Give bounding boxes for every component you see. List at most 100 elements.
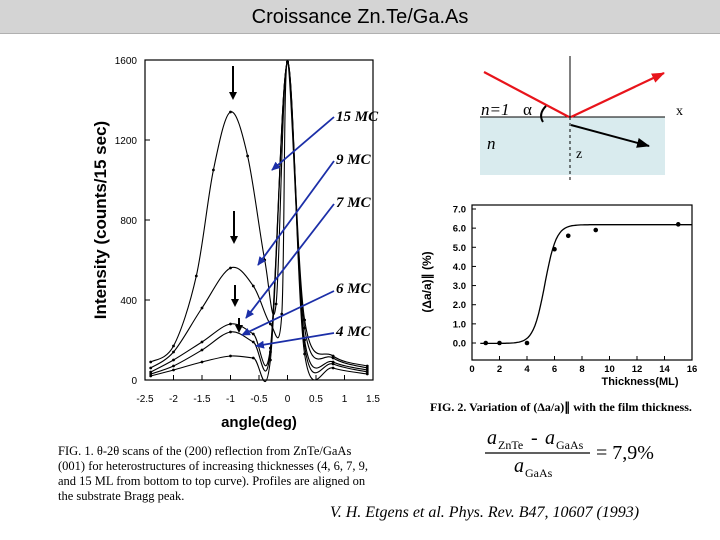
fig1-data-point — [229, 330, 232, 334]
formula-a-gaas-top: a — [545, 427, 555, 449]
fig2-x-tick-label: 4 — [524, 364, 530, 375]
formula-a-znte: a — [487, 427, 497, 449]
fig1-data-point — [229, 354, 232, 358]
fig1-x-tick-label: -0.5 — [250, 394, 268, 405]
fig1-x-tick-label: -1 — [226, 394, 235, 405]
label-alpha: α — [523, 100, 532, 119]
fig1-x-tick-label: -2 — [169, 394, 178, 405]
fig1-data-point — [303, 344, 306, 348]
fig2-y-tick-label: 6.0 — [453, 224, 466, 235]
fig2-y-tick-label: 1.0 — [453, 319, 466, 330]
fig1-data-point — [229, 322, 232, 326]
fig2-x-tick-label: 6 — [552, 364, 557, 375]
fig1-data-point — [149, 372, 153, 376]
fig1-data-point — [149, 366, 153, 370]
fig1-data-point — [331, 354, 335, 358]
fig1-caption-line: the substrate Bragg peak. — [58, 489, 185, 503]
fig2-data-point — [497, 340, 502, 346]
peak-marker-head-2 — [230, 236, 238, 244]
peak-marker-head-3 — [231, 299, 239, 307]
film-layer — [480, 117, 665, 175]
fig2-x-axis-label: Thickness(ML) — [601, 376, 678, 388]
fig2-x-tick-label: 16 — [687, 364, 698, 375]
slide-title: Croissance Zn.Te/Ga.As — [251, 6, 469, 28]
fig1-data-point — [303, 318, 306, 322]
fig1-caption: FIG. 1. θ-2θ scans of the (200) reflecti… — [58, 444, 430, 504]
fig1-data-point — [365, 372, 369, 376]
fig1-data-point — [246, 154, 250, 158]
fig1-y-axis-label: Intensity (counts/15 sec) — [91, 121, 110, 319]
fig2-y-tick-label: 4.0 — [453, 262, 466, 273]
label-15-mc: 15 MC — [336, 109, 379, 125]
fig2-x-tick-label: 8 — [579, 364, 584, 375]
fig1-data-point — [269, 358, 272, 362]
fig1-caption-line: FIG. 1. θ-2θ scans of the (200) reflecti… — [58, 444, 352, 458]
fig1-x-tick-label: 1 — [342, 394, 348, 405]
fig1-data-point — [331, 356, 335, 360]
formula-sub-gaas-bottom: GaAs — [525, 466, 553, 480]
fig2-y-tick-label: 3.0 — [453, 281, 466, 292]
fig2-y-axis-label: (Δa/a)∥ (%) — [420, 251, 434, 312]
label-9-mc: 9 MC — [336, 152, 372, 168]
arrow-9-mc — [257, 160, 335, 266]
fig1-caption-line: and 15 ML from bottom to top curve). Pro… — [58, 474, 366, 488]
fig1-data-point — [200, 306, 204, 310]
label-n: n — [487, 134, 496, 153]
fig2-y-tick-label: 7.0 — [453, 205, 466, 216]
fig1-data-point — [172, 364, 175, 368]
fig1-data-point — [229, 110, 232, 114]
fig1-data-point — [331, 360, 335, 364]
fig1-data-point — [251, 284, 255, 288]
fig1-data-point — [274, 302, 278, 306]
fig1-data-point — [365, 366, 369, 370]
fig2-x-tick-label: 10 — [604, 364, 615, 375]
formula-a-gaas-bottom: a — [514, 455, 524, 477]
fig1-x-tick-label: -2.5 — [136, 394, 154, 405]
peak-marker-head-4 — [235, 325, 243, 333]
fig2-plot-frame — [471, 204, 693, 361]
fig1-data-point — [365, 370, 369, 374]
arrow-6-mc — [241, 290, 335, 336]
fig1-data-point — [303, 338, 306, 342]
arrow-4-mc — [255, 332, 335, 349]
fig1-data-point — [331, 362, 335, 366]
fig2-data-point — [593, 227, 599, 233]
fig2-data-point — [552, 246, 557, 252]
label-z-axis: z — [576, 147, 582, 162]
fig2-x-tick-label: 14 — [659, 364, 670, 375]
arrow-7-mc — [245, 203, 335, 319]
fig1-data-point — [251, 332, 255, 336]
fig1-x-tick-label: 0 — [285, 394, 291, 405]
fig1-data-point — [172, 350, 175, 354]
peak-marker-head-1 — [229, 92, 237, 100]
fig1-data-point — [286, 60, 289, 64]
fig2-y-tick-label: 5.0 — [453, 243, 466, 254]
formula-minus: - — [531, 427, 538, 449]
reference-citation: V. H. Etgens et al. Phys. Rev. B47, 1060… — [330, 504, 640, 521]
fig1-data-point — [331, 366, 335, 370]
fig1-data-point — [200, 348, 204, 352]
fig1-data-point — [269, 350, 272, 354]
fig1-data-point — [303, 326, 306, 330]
fig1-curve-7-mc — [150, 61, 368, 373]
fig1-x-axis-label: angle(deg) — [221, 414, 297, 431]
fig1-data-point — [251, 340, 255, 344]
fig1-data-point — [149, 370, 153, 374]
fig1-data-point — [172, 344, 175, 348]
refracted-beam — [570, 124, 650, 148]
fig1-data-point — [194, 274, 198, 278]
fig1-data-point — [269, 322, 272, 326]
formula-sub-znte: ZnTe — [498, 438, 523, 452]
slide-title-bar: Croissance Zn.Te/Ga.As — [0, 0, 720, 34]
fig2-data-point — [483, 340, 489, 346]
fig2-caption: FIG. 2. Variation of (Δa/a)∥ with the fi… — [430, 400, 692, 414]
fig2-data-point — [524, 340, 530, 346]
fig1-data-point — [200, 340, 204, 344]
fig1-data-point — [212, 168, 215, 172]
fig1-data-point — [365, 368, 369, 372]
fig1-data-point — [149, 374, 153, 378]
arrow-15-mc — [271, 116, 335, 171]
fig1-y-tick-label: 400 — [120, 296, 137, 307]
reflected-beam — [570, 72, 665, 118]
